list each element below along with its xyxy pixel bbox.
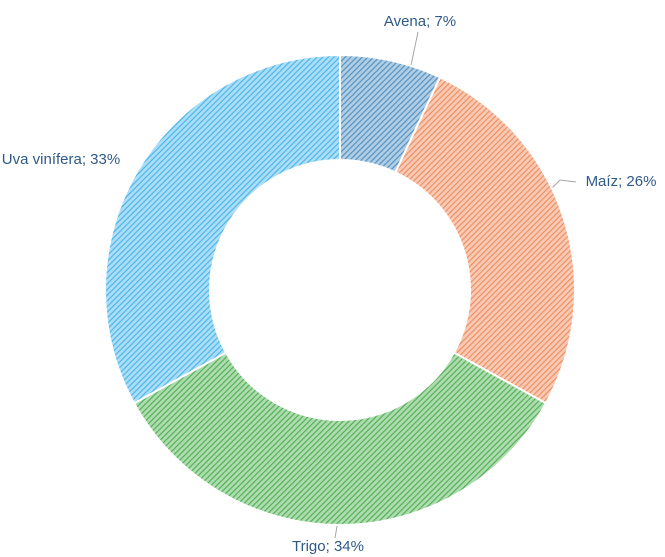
donut-segment <box>394 76 576 405</box>
data-label: Trigo; 34% <box>292 538 364 555</box>
data-label: Avena; 7% <box>383 13 457 30</box>
donut-segment <box>104 53 341 405</box>
data-label: Uva vinífera; 33% <box>1 151 121 168</box>
donut-segment <box>132 351 548 526</box>
data-label: Maíz; 26% <box>585 173 657 190</box>
